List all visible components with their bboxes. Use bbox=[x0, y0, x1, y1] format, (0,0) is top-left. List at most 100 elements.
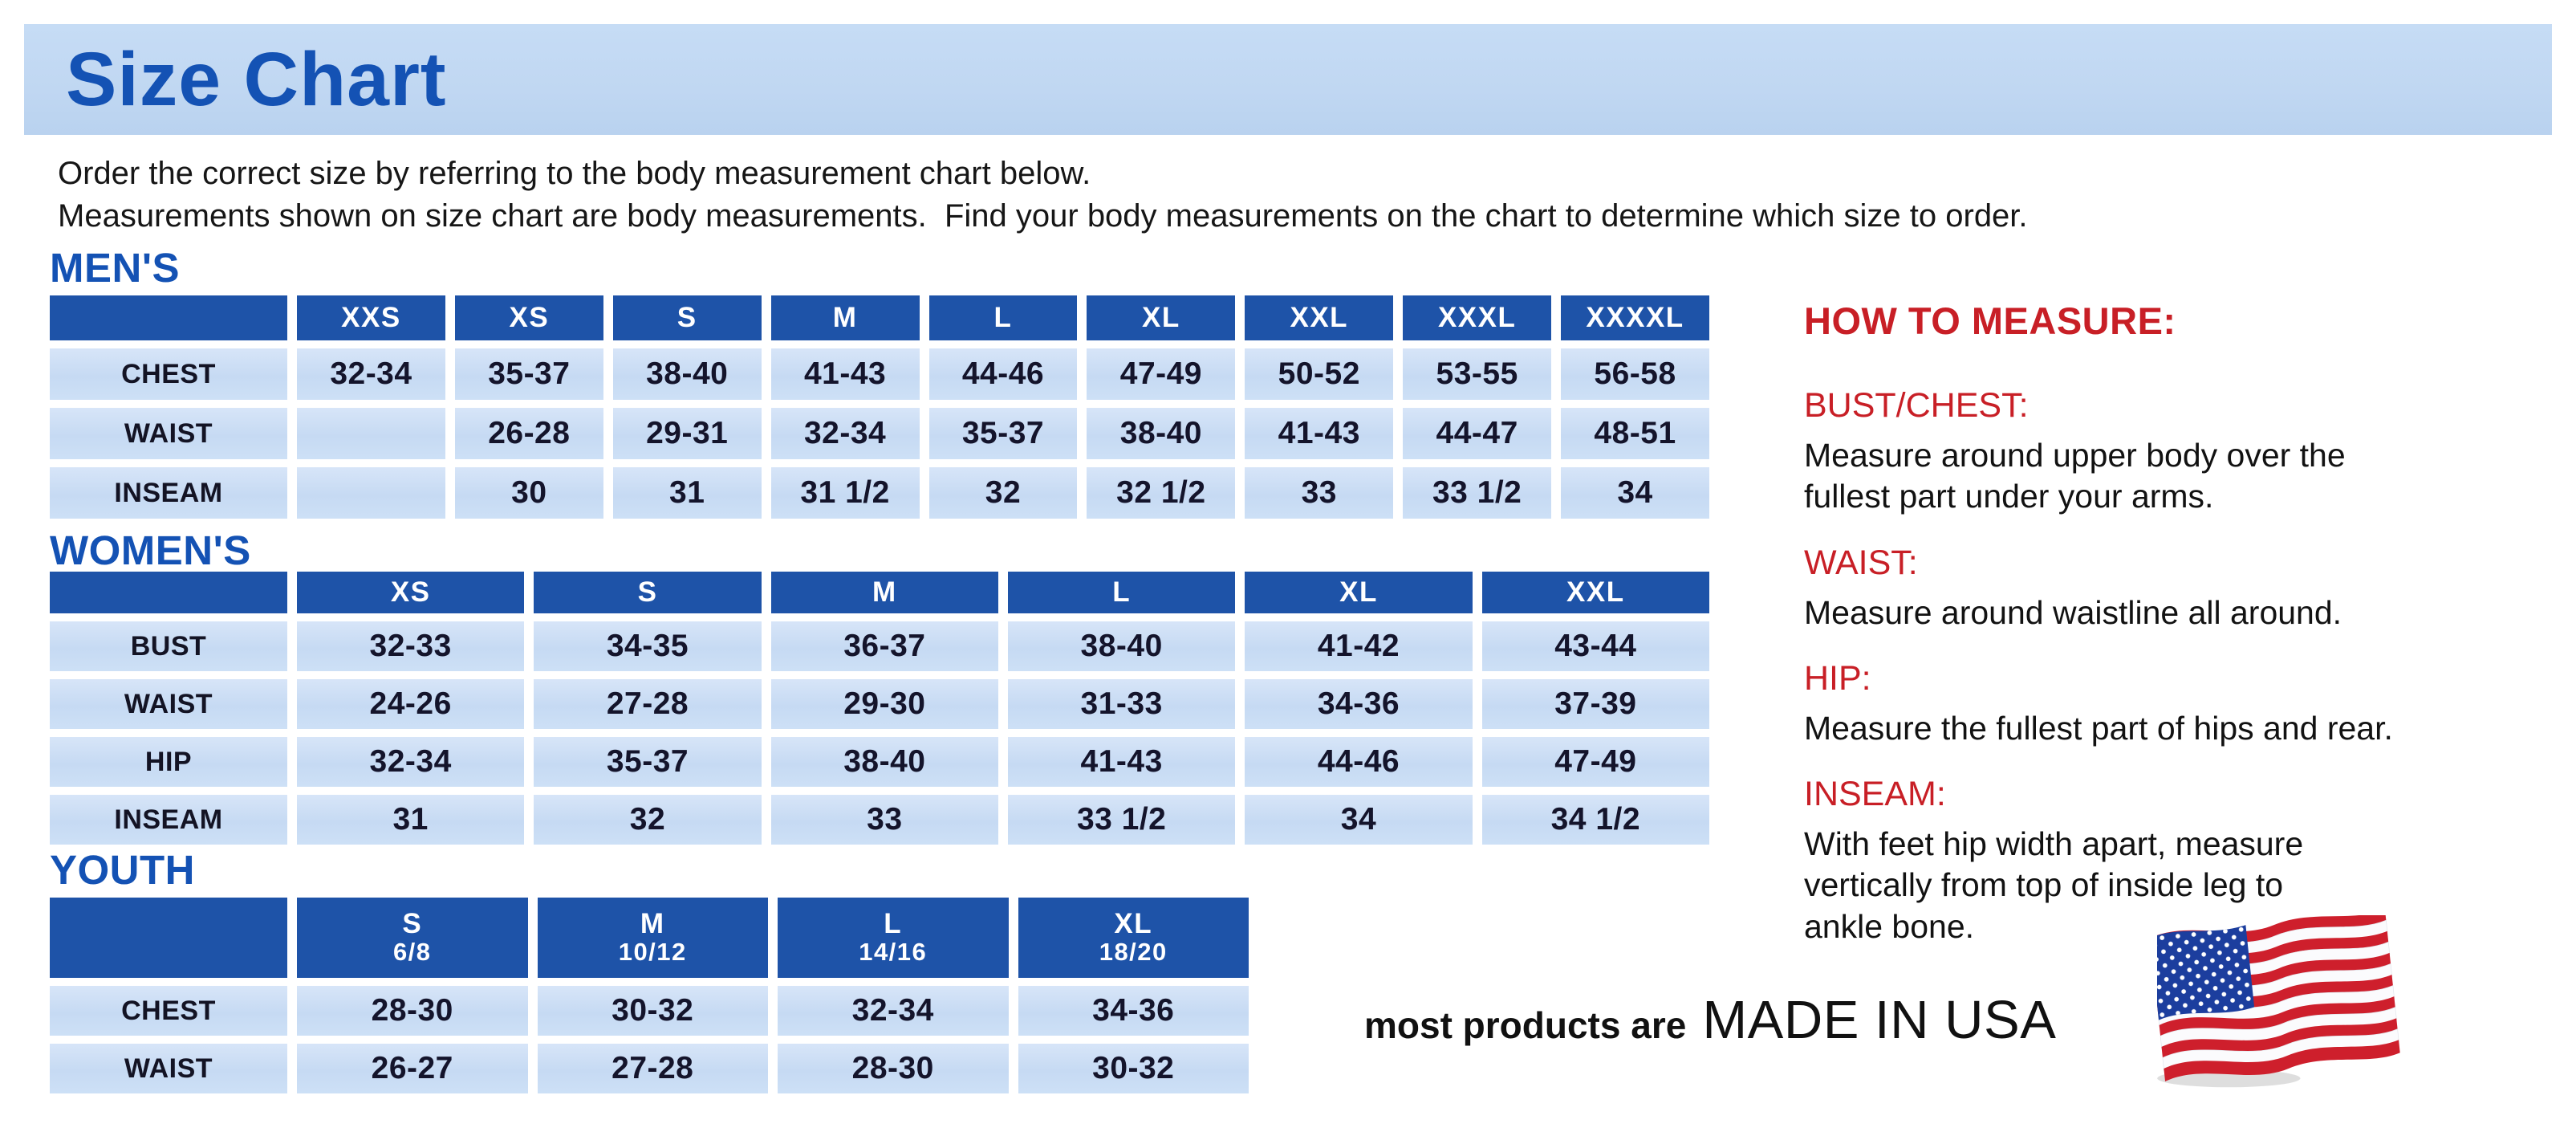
measurement-value-cell: 31 bbox=[612, 467, 762, 519]
measurement-value-cell: 33 bbox=[770, 795, 998, 845]
measurement-value-cell: 34-35 bbox=[534, 621, 762, 671]
intro-text: Order the correct size by referring to t… bbox=[58, 153, 2028, 238]
measurement-value-cell: 34-36 bbox=[1018, 986, 1249, 1036]
measurement-value-cell: 44-47 bbox=[1403, 408, 1552, 459]
measurement-label-cell: HIP bbox=[50, 737, 287, 787]
youth-size-table: S 6/8 M 10/12 L 14/16 XL 18/20 CHEST 28-30 30-32 32… bbox=[50, 898, 1249, 1093]
measure-item-inseam: INSEAM: With feet hip width apart, measu… bbox=[1804, 775, 2574, 947]
size-table-corner-cell bbox=[50, 898, 287, 978]
measurement-value-cell: 41-43 bbox=[1008, 737, 1236, 787]
made-in-usa-line: most products are MADE IN USA bbox=[1364, 989, 2056, 1051]
measurement-label-cell: WAIST bbox=[50, 1044, 287, 1093]
size-table-corner-cell bbox=[50, 572, 287, 613]
measure-item-label: INSEAM: bbox=[1804, 775, 1946, 813]
measurement-value-cell: 35-37 bbox=[928, 408, 1078, 459]
size-column-header: L bbox=[928, 295, 1078, 340]
measurement-value-cell: 32-33 bbox=[297, 621, 525, 671]
size-column-header: XS bbox=[454, 295, 603, 340]
measurement-value-cell: 34 bbox=[1561, 467, 1709, 519]
measurement-value-cell: 32-34 bbox=[770, 408, 920, 459]
measurement-value-cell: 35-37 bbox=[534, 737, 762, 787]
measurement-value-cell: 30-32 bbox=[1018, 1044, 1249, 1093]
measure-item-label: BUST/CHEST: bbox=[1804, 386, 2029, 425]
womens-size-table: XS S M L XL XXL BUST 32-33 34-35 36-37 38-40 41-42 4… bbox=[50, 572, 1709, 845]
made-in-usa-text: MADE IN USA bbox=[1702, 990, 2057, 1050]
size-column-header: XL bbox=[1245, 572, 1473, 613]
womens-section-heading: WOMEN'S bbox=[50, 527, 251, 573]
measurement-value-cell: 43-44 bbox=[1481, 621, 1709, 671]
measurement-value-cell: 26-28 bbox=[454, 408, 603, 459]
measurement-value-cell: 30-32 bbox=[537, 986, 768, 1036]
measurement-value-cell: 31 1/2 bbox=[770, 467, 920, 519]
measurement-label-cell: CHEST bbox=[50, 986, 287, 1036]
size-column-header: S bbox=[612, 295, 762, 340]
measurement-label-cell: WAIST bbox=[50, 679, 287, 729]
size-column-header: L 14/16 bbox=[778, 898, 1009, 978]
measurement-value-cell: 24-26 bbox=[297, 679, 525, 729]
measure-item-label: WAIST: bbox=[1804, 543, 1918, 582]
size-column-header: M bbox=[770, 295, 920, 340]
measure-item-text: Measure around waistline all around. bbox=[1804, 593, 2342, 631]
intro-line-2: Measurements shown on size chart are bod… bbox=[58, 198, 2028, 234]
measurement-value-cell: 38-40 bbox=[1008, 621, 1236, 671]
measurement-value-cell: 56-58 bbox=[1561, 348, 1709, 400]
measurement-value-cell: 32 bbox=[928, 467, 1078, 519]
measure-item-text: With feet hip width apart, measure verti… bbox=[1804, 825, 2304, 945]
measurement-value-cell: 27-28 bbox=[537, 1044, 768, 1093]
measurement-value-cell: 34 1/2 bbox=[1481, 795, 1709, 845]
size-column-header: M bbox=[770, 572, 998, 613]
measurement-label-cell: BUST bbox=[50, 621, 287, 671]
measurement-value-cell: 34 bbox=[1245, 795, 1473, 845]
measurement-label-cell: WAIST bbox=[50, 408, 287, 459]
size-column-header: L bbox=[1008, 572, 1236, 613]
measurement-label-cell: INSEAM bbox=[50, 467, 287, 519]
size-table-corner-cell bbox=[50, 295, 287, 340]
measurement-value-cell: 41-42 bbox=[1245, 621, 1473, 671]
measurement-value-cell: 34-36 bbox=[1245, 679, 1473, 729]
measurement-value-cell: 31-33 bbox=[1008, 679, 1236, 729]
measurement-value-cell: 47-49 bbox=[1481, 737, 1709, 787]
measurement-value-cell: 53-55 bbox=[1403, 348, 1552, 400]
measurement-value-cell: 47-49 bbox=[1087, 348, 1236, 400]
measurement-value-cell: 29-31 bbox=[612, 408, 762, 459]
measurement-value-cell bbox=[297, 408, 445, 459]
measurement-value-cell: 32 1/2 bbox=[1087, 467, 1236, 519]
size-column-header: XXXXL bbox=[1561, 295, 1709, 340]
measurement-value-cell: 44-46 bbox=[1245, 737, 1473, 787]
how-to-measure-section: HOW TO MEASURE: BUST/CHEST: Measure arou… bbox=[1804, 299, 2574, 973]
measurement-value-cell: 48-51 bbox=[1561, 408, 1709, 459]
size-column-header: XXS bbox=[297, 295, 445, 340]
measurement-value-cell: 38-40 bbox=[1087, 408, 1236, 459]
measurement-value-cell: 26-27 bbox=[297, 1044, 528, 1093]
made-in-usa-prefix: most products are bbox=[1364, 1004, 1687, 1046]
mens-size-table: XXS XS S M L XL XXL XXXL XXXXL CHEST 32-34 35-37 38-… bbox=[50, 295, 1709, 519]
measurement-label-cell: INSEAM bbox=[50, 795, 287, 845]
measurement-value-cell bbox=[297, 467, 445, 519]
measurement-value-cell: 37-39 bbox=[1481, 679, 1709, 729]
usa-flag-icon bbox=[2157, 915, 2401, 1088]
measurement-value-cell: 36-37 bbox=[770, 621, 998, 671]
measurement-value-cell: 33 1/2 bbox=[1403, 467, 1552, 519]
size-column-header: XL bbox=[1087, 295, 1236, 340]
size-column-header: XL 18/20 bbox=[1018, 898, 1249, 978]
measure-item-text: Measure the fullest part of hips and rea… bbox=[1804, 709, 2393, 747]
size-column-header: XXL bbox=[1481, 572, 1709, 613]
measure-item-bust-chest: BUST/CHEST: Measure around upper body ov… bbox=[1804, 386, 2574, 518]
measure-item-label: HIP: bbox=[1804, 658, 1871, 698]
measurement-value-cell: 27-28 bbox=[534, 679, 762, 729]
measure-item-hip: HIP: Measure the fullest part of hips an… bbox=[1804, 659, 2574, 749]
measurement-value-cell: 33 bbox=[1245, 467, 1394, 519]
size-column-header: S 6/8 bbox=[297, 898, 528, 978]
measurement-label-cell: CHEST bbox=[50, 348, 287, 400]
measurement-value-cell: 32 bbox=[534, 795, 762, 845]
mens-section-heading: MEN'S bbox=[50, 245, 180, 291]
measurement-value-cell: 38-40 bbox=[770, 737, 998, 787]
measurement-value-cell: 38-40 bbox=[612, 348, 762, 400]
size-column-header: XXXL bbox=[1403, 295, 1552, 340]
how-to-measure-heading: HOW TO MEASURE: bbox=[1804, 299, 2176, 342]
measurement-value-cell: 41-43 bbox=[770, 348, 920, 400]
size-column-header: XXL bbox=[1245, 295, 1394, 340]
measurement-value-cell: 35-37 bbox=[454, 348, 603, 400]
measurement-value-cell: 33 1/2 bbox=[1008, 795, 1236, 845]
